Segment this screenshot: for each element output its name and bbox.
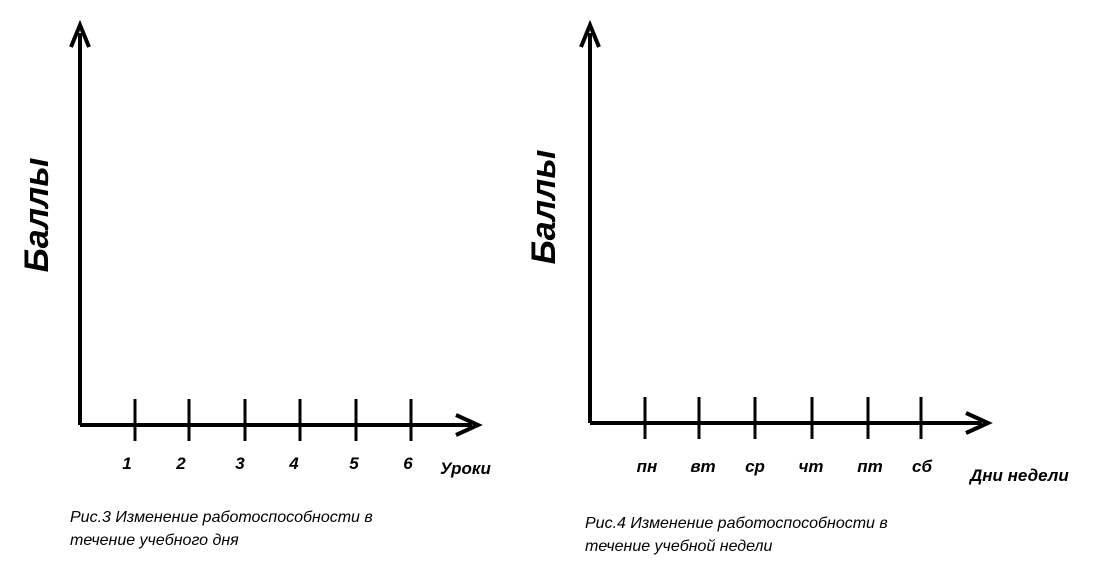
y-axis-title: Баллы bbox=[525, 150, 563, 265]
caption-line: течение учебного дня bbox=[70, 532, 239, 549]
tick-label: 5 bbox=[349, 454, 359, 473]
tick-label: вт bbox=[690, 457, 715, 476]
tick-label: сб bbox=[912, 457, 932, 476]
tick-label: 1 bbox=[122, 454, 131, 473]
caption-line: Рис.3 Изменение работоспособности в bbox=[70, 509, 373, 526]
y-arrow bbox=[579, 19, 601, 48]
figure: 1 2 3 4 5 6 Уроки Баллы Рис.3 Изменение работосп… bbox=[18, 19, 491, 549]
tick-label: 4 bbox=[288, 454, 299, 473]
x-arrow bbox=[965, 411, 993, 435]
tick-label: 6 bbox=[403, 454, 413, 473]
tick-label: ср bbox=[745, 457, 765, 476]
caption-line: течение учебной недели bbox=[585, 538, 773, 555]
tick-label: 2 bbox=[175, 454, 186, 473]
caption-line: Рис.4 Изменение работоспособности в bbox=[585, 515, 888, 532]
x-axis-title: Уроки bbox=[440, 459, 491, 478]
y-axis-title: Баллы bbox=[18, 158, 56, 273]
tick-label: 3 bbox=[235, 454, 245, 473]
x-arrow bbox=[455, 413, 483, 437]
tick-label: пт bbox=[857, 457, 883, 476]
y-arrow bbox=[69, 19, 91, 48]
figure: пн вт ср чт пт сб Дни недели Баллы Рис.4 Изменен… bbox=[525, 19, 1069, 555]
x-axis-title: Дни недели bbox=[968, 466, 1069, 485]
tick-label: чт bbox=[798, 457, 823, 476]
tick-label: пн bbox=[637, 457, 658, 476]
